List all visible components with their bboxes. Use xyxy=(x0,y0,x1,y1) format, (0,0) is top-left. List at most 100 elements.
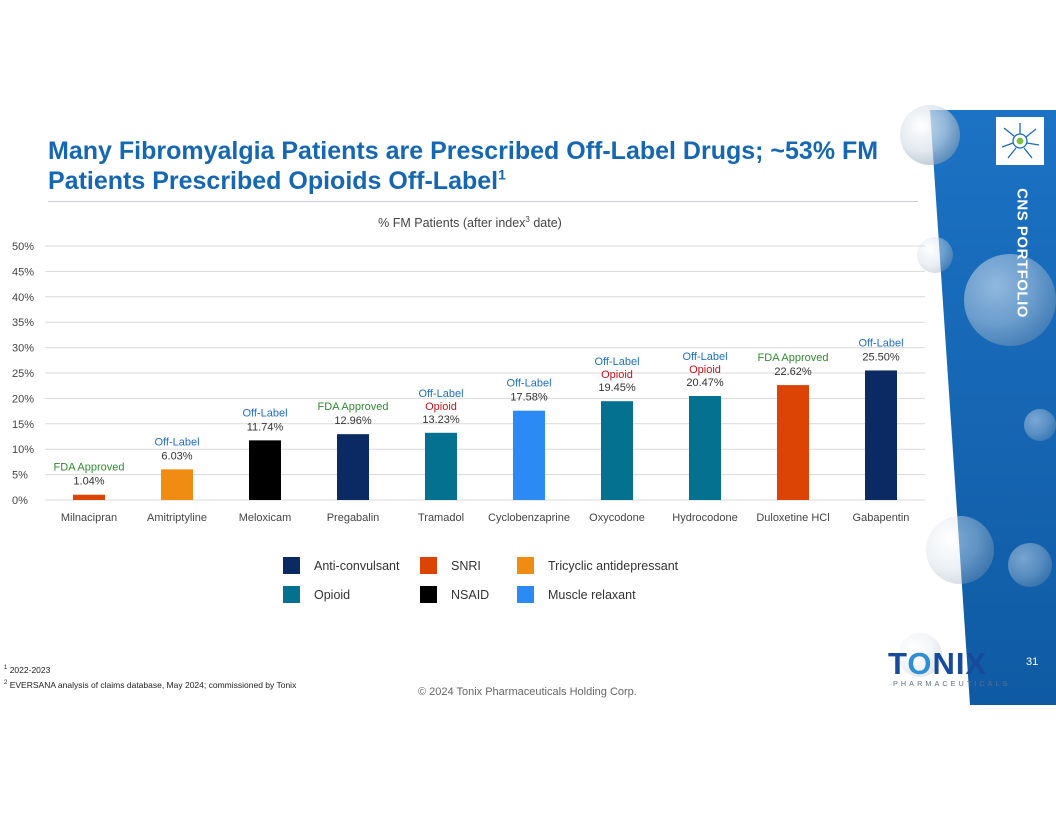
x-tick-label: Gabapentin xyxy=(853,512,910,524)
status-label: Off-Label xyxy=(418,388,463,400)
bar-cyclobenzaprine xyxy=(513,410,545,500)
bar-tramadol xyxy=(425,432,457,500)
neuron-core-icon xyxy=(1016,137,1024,145)
data-label: 13.23% xyxy=(422,414,460,426)
legend-swatch xyxy=(283,586,300,603)
legend-swatch xyxy=(517,586,534,603)
opioid-tag: Opioid xyxy=(601,369,633,381)
bubble-graphic xyxy=(900,633,942,677)
bar-chart: % FM Patients (after index3 date) 0% 5% 10… xyxy=(12,215,925,524)
data-label: 11.74% xyxy=(247,421,284,433)
bar-oxycodone xyxy=(601,401,633,500)
bubble-graphic xyxy=(1008,543,1052,587)
chart-title: % FM Patients (after index3 date) xyxy=(378,215,562,230)
status-label: Off-Label xyxy=(242,407,287,419)
y-tick-label: 0% xyxy=(12,495,28,507)
x-tick-label: Hydrocodone xyxy=(672,512,737,524)
status-label: Off-Label xyxy=(154,436,199,448)
bar-milnacipran xyxy=(73,494,105,500)
page-title: Many Fibromyalgia Patients are Prescribe… xyxy=(48,136,898,196)
x-tick-label: Tramadol xyxy=(418,512,464,524)
title-divider xyxy=(48,201,918,202)
legend-item-anti-convulsant: Anti-convulsant xyxy=(283,557,399,574)
legend-swatch xyxy=(517,557,534,574)
status-label: Off-Label xyxy=(682,351,727,363)
tonix-wordmark: TONIX xyxy=(888,646,988,681)
bar-pregabalin xyxy=(337,434,369,500)
bar-hydrocodone xyxy=(689,396,721,500)
bar-duloxetine-hcl xyxy=(777,385,809,500)
x-tick-label: Pregabalin xyxy=(327,512,380,524)
data-label: 17.58% xyxy=(510,392,548,404)
legend-label: Anti-convulsant xyxy=(314,558,400,573)
y-tick-label: 20% xyxy=(12,393,34,405)
footnote-1: 1 2022-2023 xyxy=(4,665,51,675)
legend-item-tricyclic: Tricyclic antidepressant xyxy=(517,557,678,574)
data-label: 22.62% xyxy=(774,366,812,378)
x-tick-label: Milnacipran xyxy=(61,512,117,524)
legend-item-opioid: Opioid xyxy=(283,586,350,603)
legend-item-snri: SNRI xyxy=(420,557,481,574)
tonix-logo-o: O xyxy=(907,646,933,681)
x-tick-label: Duloxetine HCl xyxy=(756,512,829,524)
x-tick-label: Meloxicam xyxy=(239,512,292,524)
page-title-footnote-ref: 1 xyxy=(498,166,506,183)
tonix-logo-subtitle: PHARMACEUTICALS xyxy=(893,679,1011,688)
status-label: FDA Approved xyxy=(318,401,389,413)
data-label: 6.03% xyxy=(161,450,192,462)
side-tab-label: CNS PORTFOLIO xyxy=(1013,187,1031,318)
legend-item-muscle-relaxant: Muscle relaxant xyxy=(517,586,636,603)
data-label: 1.04% xyxy=(73,476,104,488)
y-tick-label: 25% xyxy=(12,368,34,380)
status-label: Off-Label xyxy=(506,378,551,390)
legend-label: Muscle relaxant xyxy=(548,587,636,602)
bubble-graphic xyxy=(964,254,1056,346)
bar-meloxicam xyxy=(249,440,281,500)
legend-item-nsaid: NSAID xyxy=(420,586,489,603)
legend-swatch xyxy=(420,557,437,574)
bar-gabapentin xyxy=(865,370,897,500)
legend-label: NSAID xyxy=(451,587,490,602)
tonix-logo: TONIX PHARMACEUTICALS xyxy=(888,646,1008,692)
x-tick-label: Cyclobenzaprine xyxy=(488,512,570,524)
status-label: FDA Approved xyxy=(54,462,125,474)
bubble-graphic xyxy=(1024,409,1056,441)
data-label: 25.50% xyxy=(862,351,900,363)
y-tick-label: 40% xyxy=(12,292,34,304)
page-number: 31 xyxy=(1026,656,1039,668)
y-tick-label: 35% xyxy=(12,317,34,329)
y-tick-label: 15% xyxy=(12,419,34,431)
y-tick-label: 45% xyxy=(12,266,34,278)
y-tick-label: 10% xyxy=(12,444,34,456)
side-panel-graphic xyxy=(900,105,1056,705)
opioid-tag: Opioid xyxy=(689,364,721,376)
chart-legend: Anti-convulsant SNRI Tricyclic antidepre… xyxy=(283,557,743,607)
x-tick-label: Amitriptyline xyxy=(147,512,207,524)
data-label: 19.45% xyxy=(598,382,636,394)
legend-label: SNRI xyxy=(451,558,481,573)
legend-label: Tricyclic antidepressant xyxy=(548,558,679,573)
data-label: 12.96% xyxy=(334,415,372,427)
page-title-text: Many Fibromyalgia Patients are Prescribe… xyxy=(48,137,879,195)
y-tick-label: 50% xyxy=(12,241,34,253)
y-tick-label: 5% xyxy=(12,470,28,482)
panel-shape xyxy=(930,110,1056,705)
footnote-2: 2 EVERSANA analysis of claims database, … xyxy=(4,680,297,690)
legend-label: Opioid xyxy=(314,587,351,602)
copyright: © 2024 Tonix Pharmaceuticals Holding Cor… xyxy=(418,686,637,698)
data-label: 20.47% xyxy=(686,377,724,389)
status-label: Off-Label xyxy=(594,356,639,368)
status-label: Off-Label xyxy=(858,337,903,349)
legend-swatch xyxy=(420,586,437,603)
y-tick-label: 30% xyxy=(12,343,34,355)
opioid-tag: Opioid xyxy=(425,401,457,413)
side-tab: CNS PORTFOLIO xyxy=(1007,180,1037,325)
x-tick-label: Oxycodone xyxy=(589,512,645,524)
bubble-graphic xyxy=(926,516,994,584)
bubble-graphic xyxy=(900,105,960,165)
legend-swatch xyxy=(283,557,300,574)
bubble-graphic xyxy=(917,237,953,273)
bar-amitriptyline xyxy=(161,469,193,500)
status-label: FDA Approved xyxy=(758,352,829,364)
